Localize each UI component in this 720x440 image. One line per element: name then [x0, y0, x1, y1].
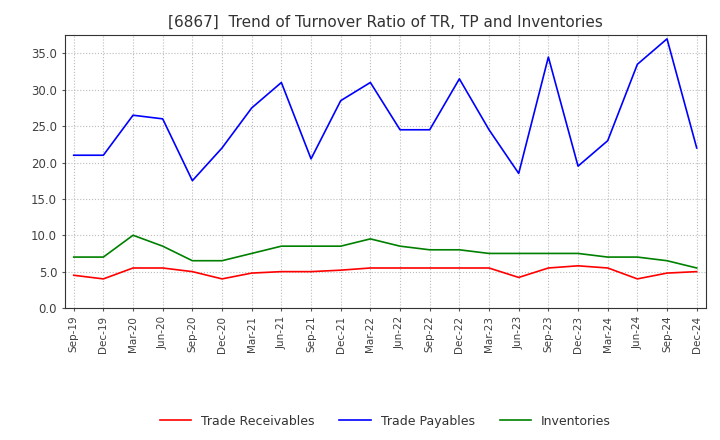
Inventories — [693, 265, 701, 271]
Trade Payables — [188, 178, 197, 183]
Line: Inventories: Inventories — [73, 235, 697, 268]
Inventories — [336, 243, 345, 249]
Trade Payables — [336, 98, 345, 103]
Trade Receivables — [633, 276, 642, 282]
Trade Receivables — [129, 265, 138, 271]
Inventories — [217, 258, 226, 264]
Trade Payables — [544, 55, 553, 60]
Inventories — [574, 251, 582, 256]
Inventories — [277, 243, 286, 249]
Trade Receivables — [426, 265, 434, 271]
Trade Receivables — [514, 275, 523, 280]
Trade Payables — [99, 153, 108, 158]
Inventories — [455, 247, 464, 253]
Trade Receivables — [307, 269, 315, 274]
Inventories — [307, 243, 315, 249]
Inventories — [129, 233, 138, 238]
Trade Payables — [248, 105, 256, 110]
Trade Payables — [217, 145, 226, 150]
Inventories — [544, 251, 553, 256]
Trade Receivables — [158, 265, 167, 271]
Trade Payables — [574, 164, 582, 169]
Trade Payables — [69, 153, 78, 158]
Trade Receivables — [662, 271, 671, 276]
Trade Receivables — [455, 265, 464, 271]
Legend: Trade Receivables, Trade Payables, Inventories: Trade Receivables, Trade Payables, Inven… — [155, 410, 616, 433]
Trade Payables — [129, 113, 138, 118]
Trade Receivables — [336, 268, 345, 273]
Inventories — [396, 243, 405, 249]
Line: Trade Payables: Trade Payables — [73, 39, 697, 181]
Trade Payables — [366, 80, 374, 85]
Trade Payables — [396, 127, 405, 132]
Inventories — [633, 254, 642, 260]
Trade Receivables — [188, 269, 197, 274]
Title: [6867]  Trend of Turnover Ratio of TR, TP and Inventories: [6867] Trend of Turnover Ratio of TR, TP… — [168, 15, 603, 30]
Inventories — [69, 254, 78, 260]
Trade Receivables — [396, 265, 405, 271]
Trade Payables — [277, 80, 286, 85]
Trade Payables — [514, 171, 523, 176]
Trade Payables — [662, 36, 671, 41]
Inventories — [99, 254, 108, 260]
Trade Payables — [603, 138, 612, 143]
Inventories — [662, 258, 671, 264]
Trade Receivables — [544, 265, 553, 271]
Trade Payables — [633, 62, 642, 67]
Inventories — [158, 243, 167, 249]
Trade Receivables — [574, 263, 582, 268]
Inventories — [514, 251, 523, 256]
Inventories — [485, 251, 493, 256]
Trade Receivables — [277, 269, 286, 274]
Trade Payables — [455, 76, 464, 81]
Trade Payables — [485, 127, 493, 132]
Inventories — [248, 251, 256, 256]
Inventories — [188, 258, 197, 264]
Line: Trade Receivables: Trade Receivables — [73, 266, 697, 279]
Trade Receivables — [69, 273, 78, 278]
Trade Receivables — [217, 276, 226, 282]
Inventories — [603, 254, 612, 260]
Inventories — [366, 236, 374, 242]
Inventories — [426, 247, 434, 253]
Trade Payables — [426, 127, 434, 132]
Trade Payables — [307, 156, 315, 161]
Trade Receivables — [248, 271, 256, 276]
Trade Payables — [693, 145, 701, 150]
Trade Receivables — [366, 265, 374, 271]
Trade Receivables — [603, 265, 612, 271]
Trade Receivables — [693, 269, 701, 274]
Trade Payables — [158, 116, 167, 121]
Trade Receivables — [485, 265, 493, 271]
Trade Receivables — [99, 276, 108, 282]
